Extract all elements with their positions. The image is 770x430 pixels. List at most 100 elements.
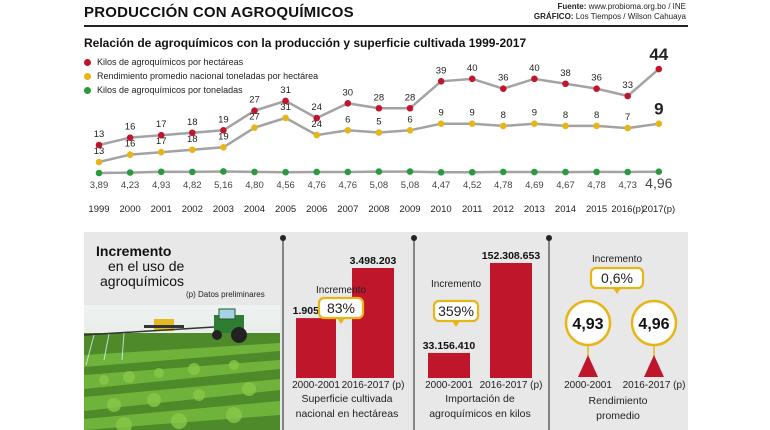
chart2-category-1: 2016-2017 (p) — [480, 380, 543, 391]
x-tick-9: 2008 — [368, 204, 389, 215]
series-1-point-8 — [344, 127, 352, 134]
title-rule — [84, 25, 688, 27]
series-0-label-15: 38 — [560, 68, 571, 79]
chart2-value-1: 152.308.653 — [482, 250, 541, 262]
x-tick-8: 2007 — [337, 204, 358, 215]
tractor-field-illustration — [84, 305, 280, 430]
series-1-label-18: 9 — [654, 100, 663, 119]
series-0-label-10: 28 — [405, 92, 416, 103]
chart1-bar-1 — [352, 268, 394, 378]
series-0-point-15 — [562, 80, 569, 88]
series-2-label-1: 4,23 — [121, 180, 140, 191]
legend-item-yellow: Rendimiento promedio nacional toneladas … — [84, 69, 318, 83]
series-2-label-17: 4,73 — [618, 180, 637, 191]
x-tick-1: 2000 — [120, 204, 141, 215]
series-2-point-8 — [344, 168, 352, 176]
series-0-label-13: 36 — [498, 73, 509, 84]
series-0-label-11: 39 — [436, 65, 447, 76]
series-1-point-5 — [251, 124, 258, 131]
x-tick-3: 2002 — [182, 204, 203, 215]
chart3-marker-0 — [578, 355, 598, 377]
series-0-label-4: 19 — [218, 114, 229, 125]
series-1-point-11 — [437, 120, 445, 127]
series-2-point-2 — [157, 168, 165, 176]
series-2-label-10: 5,08 — [401, 180, 420, 191]
series-2-point-4 — [220, 168, 227, 175]
source-block: Fuente: www.probioma.org.bo / INE GRÁFIC… — [534, 2, 686, 22]
series-0-label-6: 31 — [280, 85, 291, 96]
series-2-label-11: 4,47 — [432, 180, 451, 191]
series-0-point-3 — [189, 129, 196, 137]
chart3-value-1: 4,96 — [638, 316, 669, 333]
chart3-category-0: 2000-2001 — [564, 380, 612, 391]
chart3-increment-label: Incremento — [592, 254, 642, 265]
series-1-label-11: 9 — [438, 108, 443, 119]
series-1-point-2 — [157, 148, 165, 156]
series-0-point-4 — [220, 127, 227, 134]
series-1-point-6 — [282, 114, 289, 122]
chart-title: Relación de agroquímicos con la producci… — [84, 36, 527, 50]
series-1-label-12: 9 — [470, 108, 475, 119]
chart2-caption-1: agroquímicos en kilos — [429, 408, 531, 420]
chart1-bar-0 — [296, 318, 336, 378]
series-0-point-16 — [593, 85, 600, 92]
graphic-label: GRÁFICO: — [533, 12, 574, 21]
chart2-increment-value: 359% — [438, 303, 474, 319]
series-1-label-4: 19 — [218, 131, 229, 142]
chart2-caption-0: Importación de — [445, 393, 515, 405]
legend-item-red: Kilos de agroquímicos por hectáreas — [84, 55, 318, 69]
series-1-point-3 — [189, 146, 196, 154]
series-0-point-17 — [624, 92, 631, 100]
series-2-label-3: 4,82 — [183, 180, 202, 191]
series-2-point-18 — [655, 168, 663, 176]
x-tick-18: 2017(p) — [642, 204, 675, 215]
legend-label-yellow: Rendimiento promedio nacional toneladas … — [97, 71, 319, 81]
series-0-point-5 — [251, 107, 258, 114]
source-value: www.probioma.org.bo / INE — [588, 2, 686, 11]
series-0-label-3: 18 — [187, 117, 198, 128]
chart3-value-0: 4,93 — [572, 316, 603, 333]
chart2-value-0: 33.156.410 — [423, 340, 476, 352]
x-tick-15: 2014 — [555, 204, 576, 215]
series-1-point-10 — [406, 127, 414, 134]
series-0-point-18 — [655, 65, 663, 73]
series-2-point-10 — [406, 168, 414, 175]
series-2-label-8: 4,76 — [339, 180, 358, 191]
chart3-increment-value: 0,6% — [601, 270, 633, 286]
series-1-label-14: 9 — [532, 108, 537, 119]
increment-heading-line2: en el uso de — [108, 258, 185, 274]
chart2-increment-pointer — [452, 321, 460, 327]
series-0-label-9: 28 — [374, 92, 385, 103]
legend-item-green: Kilos de agroquímicos por toneladas — [84, 83, 318, 97]
preliminary-note: (p) Datos preliminares — [186, 290, 265, 299]
series-2-point-11 — [437, 169, 445, 176]
series-1-point-17 — [624, 124, 631, 132]
series-2-point-14 — [531, 168, 538, 176]
increment-heading-line3: agroquímicos — [100, 273, 185, 289]
series-0-label-18: 44 — [649, 45, 668, 64]
series-0-label-8: 30 — [343, 87, 354, 98]
series-1-label-9: 5 — [376, 117, 381, 128]
series-2-label-2: 4,93 — [152, 180, 171, 191]
series-2-point-13 — [500, 168, 507, 176]
series-1-label-13: 8 — [501, 110, 506, 121]
series-0-point-10 — [406, 104, 414, 112]
x-tick-14: 2013 — [524, 204, 545, 215]
series-1-label-10: 6 — [407, 114, 412, 125]
series-1-point-18 — [655, 120, 663, 127]
legend-dot-red — [84, 58, 91, 66]
x-tick-12: 2011 — [462, 204, 482, 215]
series-0-label-12: 40 — [467, 63, 478, 74]
x-tick-5: 2004 — [244, 204, 265, 215]
series-2-point-3 — [189, 168, 196, 176]
chart1-caption-1: nacional en hectáreas — [296, 408, 399, 420]
series-0-point-13 — [500, 85, 507, 92]
series-1-label-16: 8 — [594, 110, 599, 121]
series-0-point-1 — [126, 134, 134, 141]
line-chart: 13 16 17 18 19 27 31 24 30 28 28 39 40 36 40 38 36 33 44 13… — [88, 45, 675, 215]
series-2-point-0 — [95, 169, 103, 177]
series-1-point-14 — [531, 120, 538, 127]
series-0-label-7: 24 — [311, 102, 322, 113]
series-0-point-9 — [375, 104, 383, 112]
series-1-point-1 — [126, 151, 134, 158]
